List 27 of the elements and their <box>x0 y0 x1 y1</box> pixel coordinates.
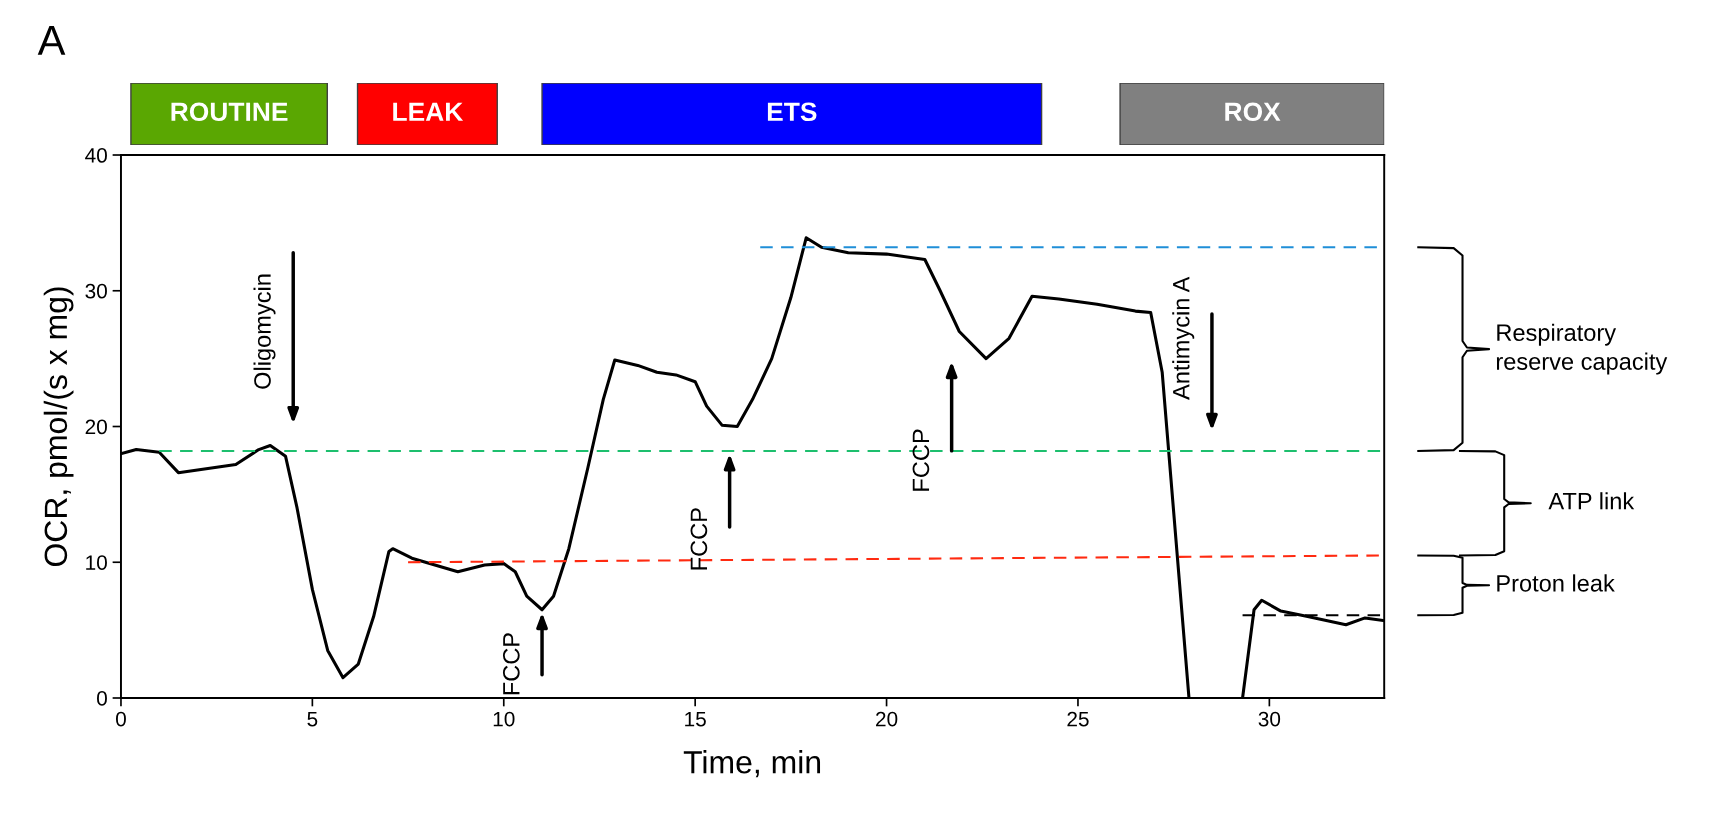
text: ATP link <box>1548 492 1635 510</box>
text: ROUTINE <box>171 102 288 122</box>
annotation: FCCP <box>912 429 930 491</box>
x-tick-label: 0 <box>115 711 126 727</box>
y-tick-label: 10 <box>86 555 107 571</box>
y-tick-label: 30 <box>85 283 107 299</box>
text: Proton leak <box>1497 574 1615 592</box>
x-tick-label: 25 <box>1067 711 1089 727</box>
annotation: Oligomycin <box>253 274 276 389</box>
text: ROX <box>1225 102 1281 122</box>
x-tick-label: 30 <box>1258 711 1281 727</box>
text: Respiratory reserve capacity <box>1496 323 1668 375</box>
y-tick-label: 20 <box>85 419 107 435</box>
x-tick-label: 5 <box>307 711 318 727</box>
text: LEAK <box>393 102 464 121</box>
y-axis-title: OCR, pmol/(s x mg) <box>43 287 74 567</box>
text: ETS <box>767 102 817 122</box>
x-tick-label: 10 <box>493 711 515 727</box>
annotation: FCCP <box>690 508 708 570</box>
x-tick-label: 20 <box>876 711 898 727</box>
annotation: Antimycin A <box>1172 276 1195 400</box>
y-tick-label: 40 <box>85 148 107 163</box>
annotation: FCCP <box>502 633 520 695</box>
chart-title: A <box>37 26 66 55</box>
x-tick-label: 15 <box>685 711 706 727</box>
y-tick-label: 0 <box>97 691 107 706</box>
x-axis-title: Time, min <box>683 750 821 778</box>
